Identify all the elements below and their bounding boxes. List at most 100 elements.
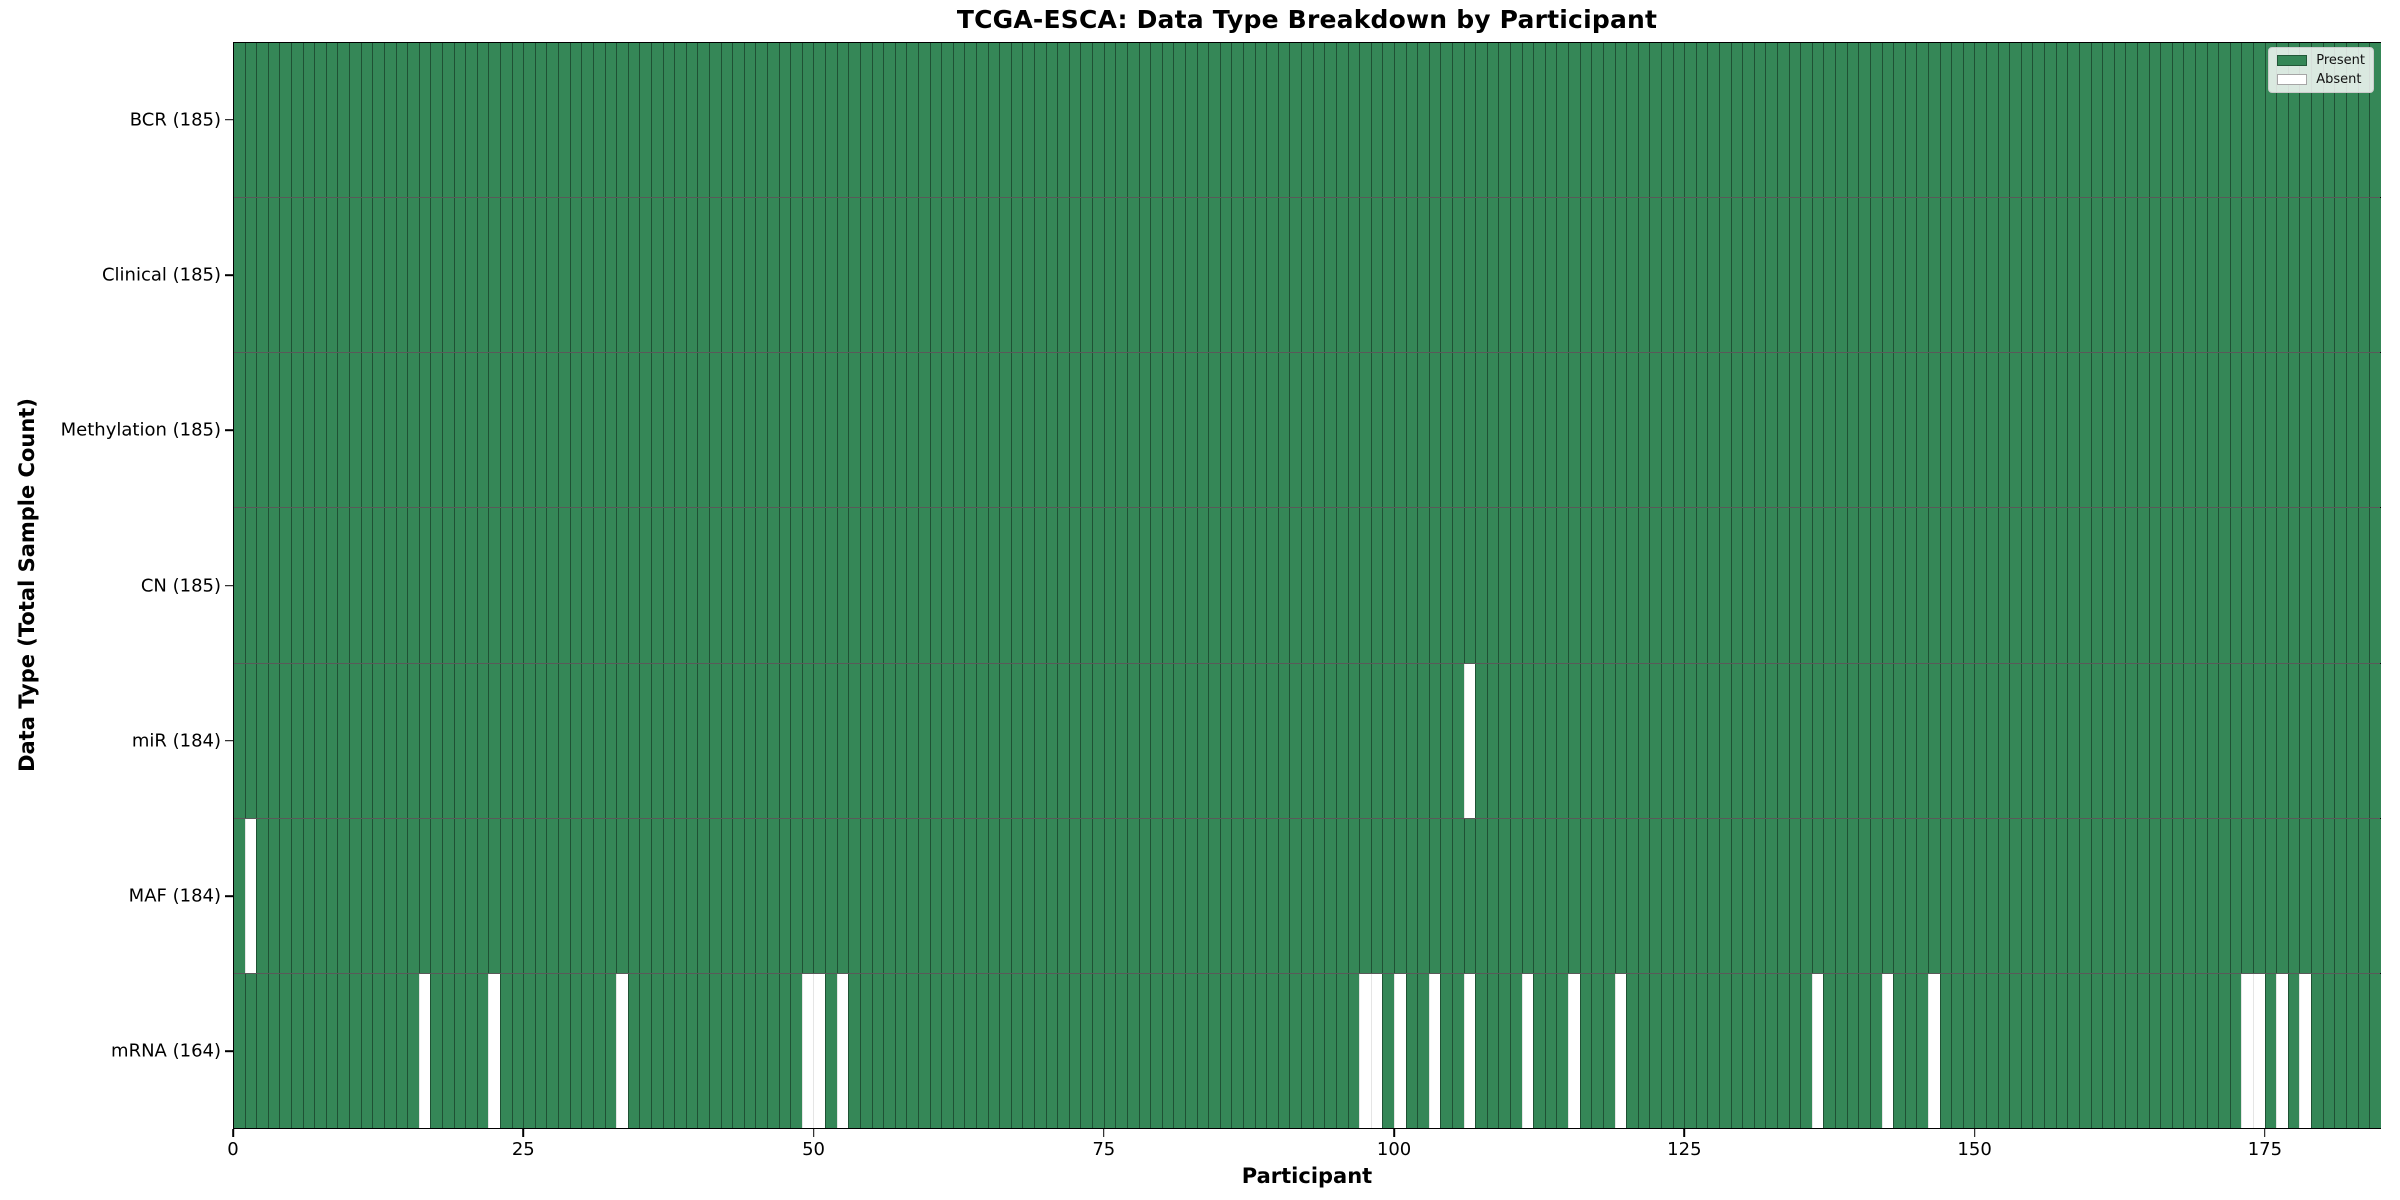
heatmap-cell (488, 508, 501, 663)
heatmap-cell (941, 198, 953, 353)
heatmap-cell (1486, 663, 1499, 818)
heatmap-cell (2357, 43, 2370, 198)
heatmap-cell (859, 508, 872, 663)
heatmap-cell (1811, 198, 1824, 353)
heatmap-cell (685, 353, 698, 508)
heatmap-cell (1974, 43, 1987, 198)
heatmap-cell (1080, 198, 1093, 353)
heatmap-cell (917, 43, 930, 198)
heatmap-cell (697, 353, 709, 508)
heatmap-cell (1150, 508, 1162, 663)
heatmap-cell (2287, 973, 2300, 1128)
heatmap-cell (2218, 973, 2230, 1128)
heatmap-cell (790, 818, 802, 973)
heatmap-cell (2264, 43, 2277, 198)
heatmap-cell (604, 973, 617, 1128)
heatmap-cell (720, 198, 733, 353)
heatmap-cell (790, 663, 802, 818)
heatmap-cell (767, 353, 779, 508)
heatmap-cell (441, 663, 454, 818)
heatmap-cell (2322, 818, 2335, 973)
heatmap-cell (871, 198, 884, 353)
heatmap-cell (2299, 508, 2312, 663)
heatmap-cell (1092, 818, 1104, 973)
heatmap-cell (2253, 43, 2265, 198)
heatmap-cell (1463, 973, 1476, 1128)
heatmap-cell (1997, 508, 2010, 663)
heatmap-cell (1347, 353, 1360, 508)
heatmap-cell (1544, 353, 1557, 508)
heatmap-cell (2055, 973, 2068, 1128)
heatmap-cell (894, 353, 907, 508)
heatmap-cell (2067, 353, 2079, 508)
heatmap-cell (1684, 353, 1696, 508)
heatmap-cell (1602, 43, 1615, 198)
heatmap-cell (708, 198, 721, 353)
heatmap-cell (650, 818, 663, 973)
heatmap-cell (1533, 973, 1545, 1128)
heatmap-cell (1219, 508, 1232, 663)
chart-title: TCGA-ESCA: Data Type Breakdown by Partic… (956, 5, 1658, 34)
heatmap-cell (1393, 43, 1406, 198)
heatmap-cell (430, 663, 442, 818)
heatmap-cell (2299, 973, 2312, 1128)
heatmap-cell (1568, 43, 1580, 198)
heatmap-cell (1916, 973, 1928, 1128)
heatmap-cell (569, 663, 582, 818)
heatmap-cell (1742, 508, 1754, 663)
heatmap-cell (1451, 198, 1464, 353)
heatmap-cell (1498, 508, 1511, 663)
heatmap-cell (1347, 663, 1360, 818)
heatmap-cell (952, 818, 965, 973)
heatmap-cell (234, 663, 245, 818)
heatmap-cell (1498, 818, 1511, 973)
heatmap-cell (1510, 508, 1522, 663)
heatmap-cell (1440, 508, 1452, 663)
heatmap-cell (2136, 353, 2149, 508)
heatmap-cell (1208, 508, 1220, 663)
heatmap-cell (1765, 198, 1778, 353)
heatmap-cell (1893, 973, 1905, 1128)
heatmap-cell (1126, 663, 1139, 818)
heatmap-cell (2345, 818, 2358, 973)
heatmap-cell (1034, 663, 1046, 818)
heatmap-cell (1881, 43, 1894, 198)
heatmap-cell (2055, 43, 2068, 198)
heatmap-cell (662, 353, 675, 508)
heatmap-cell (523, 198, 535, 353)
heatmap-cell (1986, 663, 1998, 818)
heatmap-cell (848, 973, 860, 1128)
heatmap-cell (534, 353, 547, 508)
heatmap-cell (1092, 973, 1104, 1128)
heatmap-cell (1997, 43, 2010, 198)
heatmap-cell (1521, 973, 1534, 1128)
heatmap-cell (349, 353, 361, 508)
heatmap-cell (1266, 663, 1278, 818)
heatmap-cell (511, 198, 524, 353)
heatmap-cell (2113, 43, 2126, 198)
heatmap-cell (639, 818, 651, 973)
heatmap-cell (1568, 508, 1580, 663)
heatmap-cell (2136, 973, 2149, 1128)
heatmap-cell (1475, 198, 1487, 353)
heatmap-cell (1951, 973, 1963, 1128)
heatmap-cell (2113, 818, 2126, 973)
heatmap-cell (2194, 508, 2207, 663)
heatmap-cell (1126, 973, 1139, 1128)
heatmap-cell (1579, 508, 1592, 663)
heatmap-cell (1568, 818, 1580, 973)
heatmap-cell (1916, 353, 1928, 508)
heatmap-cell (267, 353, 280, 508)
heatmap-cell (952, 198, 965, 353)
heatmap-cell (2345, 663, 2358, 818)
legend-item-absent: Absent (2277, 72, 2365, 87)
heatmap-cell (1974, 353, 1987, 508)
heatmap-cell (1208, 43, 1220, 198)
heatmap-cell (836, 663, 849, 818)
heatmap-cell (2171, 818, 2184, 973)
heatmap-cell (883, 198, 895, 353)
heatmap-cell (1126, 198, 1139, 353)
heatmap-cell (941, 43, 953, 198)
heatmap-cell (1289, 198, 1302, 353)
heatmap-cell (511, 973, 524, 1128)
